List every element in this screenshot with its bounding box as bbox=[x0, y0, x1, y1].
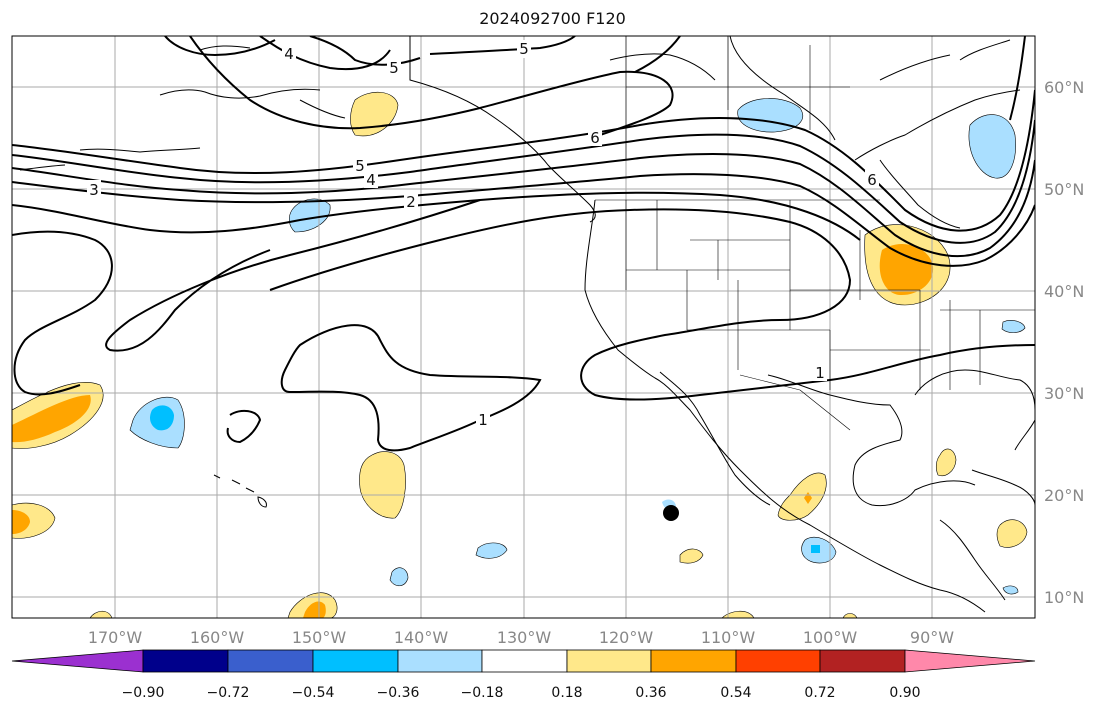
contour-label: 5 bbox=[389, 59, 399, 77]
colorbar-bin bbox=[819, 649, 906, 673]
contour-label: 4 bbox=[366, 171, 376, 189]
contour-label: 6 bbox=[590, 129, 600, 147]
map-frame bbox=[11, 35, 1036, 619]
colorbar-tick-label: −0.54 bbox=[292, 685, 335, 701]
contour-label: 4 bbox=[284, 45, 294, 63]
map-title: 2024092700 F120 bbox=[479, 9, 626, 28]
colorbar-tick-label: 0.90 bbox=[889, 685, 920, 701]
contour-label: 5 bbox=[355, 157, 365, 175]
lon-tick-label: 170°W bbox=[88, 628, 143, 647]
lon-axis: 170°W 160°W 150°W 140°W 130°W 120°W 110°… bbox=[88, 628, 954, 647]
lon-tick-label: 120°W bbox=[599, 628, 654, 647]
colorbar-tick-label: −0.72 bbox=[207, 685, 250, 701]
colorbar-tick-label: −0.36 bbox=[377, 685, 420, 701]
colorbar-bin bbox=[481, 649, 568, 673]
lat-tick-label: 40°N bbox=[1044, 282, 1084, 301]
contour-label-group: 4 5 5 6 5 4 3 2 6 1 1 bbox=[87, 40, 879, 429]
lon-tick-label: 150°W bbox=[292, 628, 347, 647]
lon-tick-label: 130°W bbox=[497, 628, 552, 647]
lon-tick-label: 100°W bbox=[803, 628, 858, 647]
colorbar-tick-label: 0.54 bbox=[720, 685, 751, 701]
coastlines bbox=[19, 36, 1035, 613]
colorbar-tick-label: −0.90 bbox=[122, 685, 165, 701]
contour-label: 6 bbox=[867, 171, 877, 189]
colorbar-bin bbox=[227, 649, 314, 673]
colorbar-extend-high bbox=[904, 649, 1036, 673]
map-panel: 4 5 5 6 5 4 3 2 6 1 1 bbox=[12, 36, 1035, 618]
colorbar-bin bbox=[142, 649, 229, 673]
lon-tick-label: 160°W bbox=[190, 628, 245, 647]
colorbar-bin bbox=[566, 649, 652, 673]
hawaiian-islands bbox=[213, 474, 267, 508]
colorbar-bin bbox=[650, 649, 737, 673]
lat-tick-label: 60°N bbox=[1044, 78, 1084, 97]
lat-tick-label: 50°N bbox=[1044, 180, 1084, 199]
colorbar-tick-label: 0.36 bbox=[635, 685, 666, 701]
island-marker bbox=[663, 505, 679, 521]
colorbar-ticks: −0.90 −0.72 −0.54 −0.36 −0.18 0.18 0.36 … bbox=[122, 685, 921, 701]
lat-tick-label: 20°N bbox=[1044, 486, 1084, 505]
lon-tick-label: 90°W bbox=[910, 628, 954, 647]
political-borders bbox=[409, 36, 1035, 431]
colorbar-bin bbox=[312, 649, 399, 673]
graticule bbox=[12, 36, 1035, 618]
contour-label: 5 bbox=[519, 40, 529, 58]
colorbar-bin bbox=[735, 649, 821, 673]
colorbar-bin bbox=[397, 649, 483, 673]
lon-tick-label: 110°W bbox=[701, 628, 756, 647]
colorbar bbox=[11, 649, 1036, 673]
contour-label: 2 bbox=[406, 193, 416, 211]
contour-label: 1 bbox=[815, 364, 825, 382]
lat-tick-label: 30°N bbox=[1044, 384, 1084, 403]
colorbar-extend-low bbox=[11, 649, 144, 673]
colorbar-tick-label: −0.18 bbox=[461, 685, 504, 701]
contour-label: 1 bbox=[478, 411, 488, 429]
colorbar-tick-label: 0.72 bbox=[804, 685, 835, 701]
contour-label: 3 bbox=[89, 181, 99, 199]
lat-axis: 60°N 50°N 40°N 30°N 20°N 10°N bbox=[1044, 78, 1084, 607]
shading-negative-anomaly bbox=[129, 98, 1026, 595]
lat-tick-label: 10°N bbox=[1044, 588, 1084, 607]
lon-tick-label: 140°W bbox=[394, 628, 449, 647]
colorbar-tick-label: 0.18 bbox=[551, 685, 582, 701]
